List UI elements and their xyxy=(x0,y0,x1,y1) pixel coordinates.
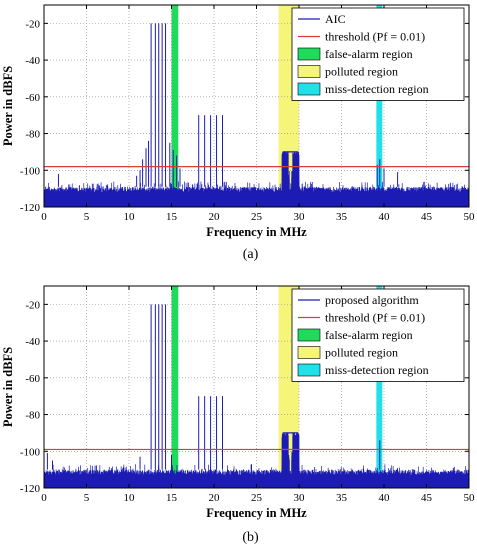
legend-label: polluted region xyxy=(325,65,398,79)
y-tick-label: -20 xyxy=(25,299,40,311)
x-tick-label: 40 xyxy=(379,492,391,504)
x-tick-label: 30 xyxy=(294,211,306,223)
y-tick-label: -80 xyxy=(25,129,40,141)
legend-label: AIC xyxy=(325,12,346,26)
y-tick-label: -100 xyxy=(20,446,41,458)
x-tick-label: 50 xyxy=(464,492,476,504)
legend-label: false-alarm region xyxy=(325,47,413,61)
x-tick-label: 40 xyxy=(379,211,391,223)
x-tick-label: 5 xyxy=(84,492,90,504)
x-tick-label: 15 xyxy=(166,211,178,223)
panel-caption: (b) xyxy=(242,530,259,545)
y-tick-label: -60 xyxy=(25,92,40,104)
x-tick-label: 5 xyxy=(84,211,90,223)
legend-swatch-patch xyxy=(297,65,321,78)
y-tick-label: -80 xyxy=(25,410,40,422)
legend-swatch-patch xyxy=(297,346,321,359)
legend-swatch-patch xyxy=(297,82,321,96)
x-tick-label: 35 xyxy=(336,492,348,504)
x-tick-label: 25 xyxy=(251,492,263,504)
x-tick-label: 10 xyxy=(124,492,136,504)
x-tick-label: 20 xyxy=(209,211,221,223)
x-tick-label: 0 xyxy=(41,492,47,504)
miss-detection-region-band xyxy=(376,286,383,488)
y-tick-label: -40 xyxy=(25,55,40,67)
legend-box xyxy=(291,288,465,382)
legend-label: threshold (Pf = 0.01) xyxy=(325,311,425,325)
legend-label: false-alarm region xyxy=(325,328,413,342)
legend-label: miss-detection region xyxy=(325,363,429,377)
x-axis-title: Frequency in MHz xyxy=(206,506,307,520)
x-axis-title: Frequency in MHz xyxy=(206,225,307,239)
y-axis-title: Power in dBFS xyxy=(1,347,15,427)
legend-label: miss-detection region xyxy=(325,82,429,96)
legend-box xyxy=(291,7,465,101)
polluted-hump xyxy=(281,432,300,472)
false-alarm-region-band xyxy=(171,5,179,207)
x-tick-label: 50 xyxy=(464,211,476,223)
x-tick-label: 25 xyxy=(251,211,263,223)
x-tick-label: 20 xyxy=(209,492,221,504)
legend-label: proposed algorithm xyxy=(325,293,419,307)
x-tick-label: 45 xyxy=(421,211,433,223)
x-tick-label: 15 xyxy=(166,492,178,504)
legend-label: polluted region xyxy=(325,346,398,360)
panel-caption: (a) xyxy=(243,247,259,262)
y-axis-title: Power in dBFS xyxy=(1,66,15,146)
x-tick-label: 35 xyxy=(336,211,348,223)
legend-swatch-patch xyxy=(297,47,321,61)
x-tick-label: 0 xyxy=(41,211,47,223)
legend: proposed algorithm threshold (Pf = 0.01) f… xyxy=(291,288,465,382)
legend-swatch-patch xyxy=(297,328,321,342)
panel-b: 0 5 10 15 20 25 30 35 40 45 50 -120 -100 -80 -60 -40 -20… xyxy=(1,285,476,545)
false-alarm-region-band xyxy=(171,286,179,488)
legend-label: threshold (Pf = 0.01) xyxy=(325,30,425,44)
legend-swatch-patch xyxy=(297,363,321,377)
y-tick-label: -100 xyxy=(20,165,41,177)
polluted-hump xyxy=(281,151,300,189)
legend: AIC threshold (Pf = 0.01) false-alarm regi… xyxy=(291,7,465,101)
y-tick-label: -60 xyxy=(25,373,40,385)
y-tick-label: -20 xyxy=(25,18,40,30)
y-tick-label: -40 xyxy=(25,336,40,348)
y-tick-label: -120 xyxy=(20,483,41,495)
x-tick-label: 30 xyxy=(294,492,306,504)
panel-a: 0 5 10 15 20 25 30 35 40 45 50 -120 -100 -80 -60 -40 -20… xyxy=(1,4,476,262)
x-tick-label: 10 xyxy=(124,211,136,223)
y-tick-label: -120 xyxy=(20,202,41,214)
miss-detection-region-band xyxy=(376,5,383,207)
x-tick-label: 45 xyxy=(421,492,433,504)
